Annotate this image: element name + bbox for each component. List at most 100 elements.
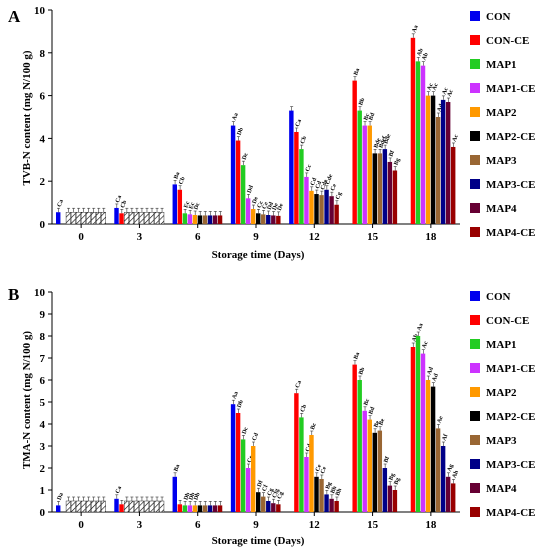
bar-data-label: Cb	[178, 176, 186, 186]
bar-data-label: Ba	[173, 171, 181, 180]
bar-map1	[182, 213, 188, 224]
bar-data-label: Df	[257, 479, 265, 488]
bar-map3-ce	[440, 446, 446, 512]
y-tick-label: 10	[34, 287, 46, 299]
legend-swatch-map4	[470, 483, 480, 493]
bar-con-ce	[177, 189, 183, 224]
bar-map3-ce	[324, 494, 329, 512]
bar-data-label: Dc	[242, 152, 250, 161]
bar-map1-ce	[362, 410, 367, 512]
y-tick-label: 6	[40, 375, 46, 387]
bar-data-label: Cde	[320, 179, 329, 191]
bar-data-label: Cc	[305, 164, 313, 173]
bar-data-label: Bg	[325, 481, 333, 490]
bar-data-label: Bde	[383, 133, 392, 145]
bar-map4	[212, 505, 218, 512]
bar-data-label: Cde	[325, 173, 334, 185]
legend-label-map4-ce: MAP4-CE	[486, 507, 536, 519]
bar-map2	[367, 125, 372, 224]
bar-con-ce	[119, 504, 124, 512]
bar-map4-ce	[276, 504, 281, 512]
bar-map2	[250, 446, 256, 512]
bar-data-label: Cd	[315, 180, 323, 190]
y-tick-label: 10	[34, 5, 46, 17]
bar-data-label: Af	[442, 433, 450, 442]
bar-map4-ce	[276, 215, 281, 224]
bar-map1	[357, 110, 362, 224]
bar-map1-ce	[70, 212, 76, 225]
bar-map2-ce	[197, 505, 203, 512]
bar-data-label: Ab	[422, 51, 430, 61]
legend-label-map2: MAP2	[486, 387, 517, 399]
legend-swatch-map4-ce	[470, 507, 480, 517]
bar-data-label: Ca	[295, 119, 303, 128]
legend-label-map1-ce: MAP1-CE	[486, 83, 536, 95]
bar-data-label: Bb	[358, 366, 366, 376]
x-tick-label: 12	[309, 231, 321, 243]
bar-map4	[154, 500, 160, 513]
bar-map3	[435, 117, 441, 224]
bar-map4	[96, 212, 101, 225]
bar-data-label: Ca	[57, 199, 65, 208]
legend-label-con-ce: CON-CE	[486, 35, 529, 47]
bar-map2-ce	[314, 194, 319, 224]
bar-map2-ce	[372, 153, 377, 224]
bar-map1-ce	[420, 65, 426, 224]
bar-map4	[387, 161, 393, 224]
bar-data-label: Ad	[432, 372, 440, 382]
bar-data-label: Bg	[393, 477, 401, 486]
bar-map1-ce	[129, 212, 134, 225]
legend-swatch-con-ce	[470, 315, 480, 325]
x-tick-label: 0	[78, 519, 84, 531]
bar-map2	[309, 190, 314, 224]
legend-swatch-map3-ce	[470, 459, 480, 469]
bar-map3	[261, 214, 266, 224]
bar-con-ce	[119, 213, 124, 224]
bar-map3	[319, 479, 324, 512]
bar-map4	[387, 485, 393, 512]
bar-map1	[124, 500, 129, 513]
bar-map2-ce	[139, 212, 145, 225]
bar-data-label: Ag	[447, 464, 455, 473]
y-tick-label: 2	[40, 463, 46, 475]
bar-data-label: Db	[188, 491, 196, 501]
legend-label-map4: MAP4	[486, 483, 517, 495]
bar-map4-ce	[392, 490, 398, 512]
bar-map3	[377, 153, 383, 224]
bar-data-label: Ac	[422, 340, 430, 349]
bar-data-label: Db	[237, 399, 245, 409]
legend-label-con: CON	[486, 11, 511, 23]
bar-data-label: Aa	[411, 25, 419, 34]
legend-swatch-map3	[470, 155, 480, 165]
legend-b: CON CON-CE MAP1 MAP1-CE MAP2 MAP2-CE MAP3 MAP3-…	[470, 291, 536, 519]
y-tick-label: 8	[40, 48, 46, 60]
legend-swatch-map4-ce	[470, 227, 480, 237]
bar-map3	[202, 505, 208, 512]
bar-map4-ce	[334, 501, 339, 512]
bar-map4	[271, 503, 276, 512]
bar-con	[289, 110, 294, 224]
y-tick-label: 9	[40, 309, 46, 321]
bar-data-label: Ca	[295, 380, 303, 389]
legend-label-map3: MAP3	[486, 155, 517, 167]
legend-swatch-map2-ce	[470, 131, 480, 141]
x-tick-label: 9	[253, 519, 259, 531]
x-tick-label: 18	[425, 519, 437, 531]
y-axis-title-b: TMA-N content (mg N/100 g)	[21, 331, 33, 469]
bar-map1-ce	[70, 500, 76, 513]
bar-map4	[329, 196, 334, 224]
legend-swatch-con	[470, 291, 480, 301]
bar-map2	[425, 380, 431, 512]
bars-a: Ca CaCbBaCbEcEcDcAaDbDcDdDeCcCeDdDeDeCaCb…	[56, 25, 460, 225]
bar-map1	[415, 336, 421, 512]
bar-data-label: Bc	[310, 422, 318, 431]
bar-data-label: Ce	[262, 201, 270, 210]
bar-data-label: Bd	[368, 112, 376, 122]
bar-map4	[329, 498, 334, 512]
bar-con-ce	[235, 140, 241, 224]
bar-map3-ce	[207, 505, 213, 512]
y-tick-label: 2	[40, 176, 46, 188]
x-tick-label: 12	[309, 519, 321, 531]
legend-label-map1: MAP1	[486, 339, 517, 351]
